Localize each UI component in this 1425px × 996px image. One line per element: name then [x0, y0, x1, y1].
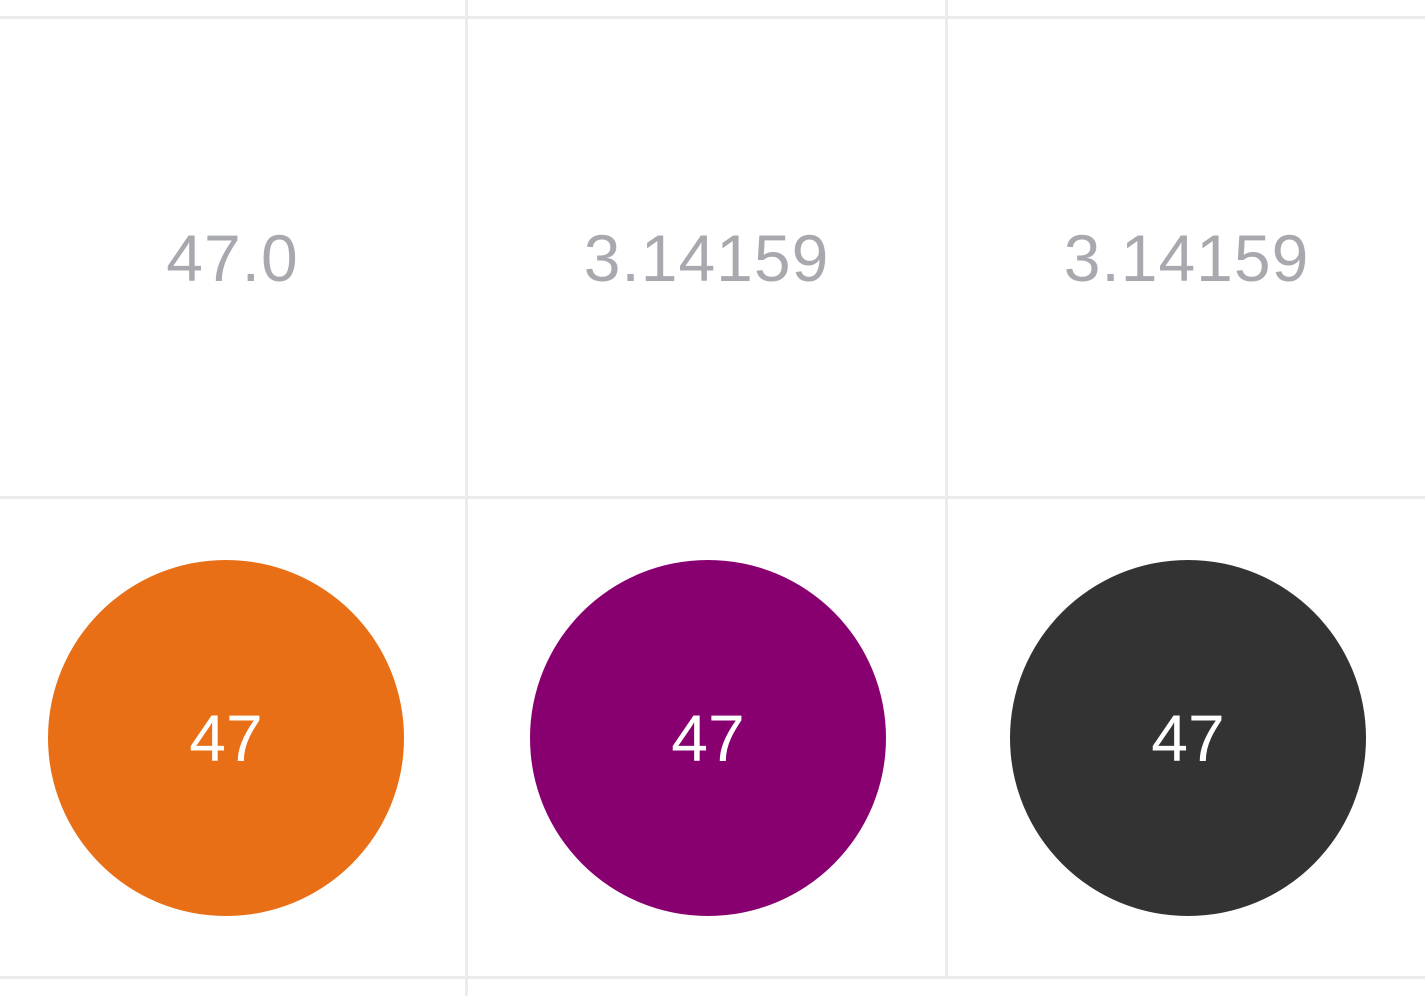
orange-badge: 47	[48, 559, 404, 916]
badge-cell: 47	[0, 499, 452, 976]
grid-line	[945, 0, 948, 976]
value-cell: 3.14159	[468, 19, 945, 496]
badge-label: 47	[671, 700, 745, 775]
grid-line	[465, 0, 468, 996]
grid-line	[0, 16, 1425, 19]
grid-line	[0, 976, 1425, 979]
value-cell: 3.14159	[948, 19, 1425, 496]
purple-badge: 47	[530, 559, 886, 916]
value-text: 3.14159	[1063, 220, 1310, 295]
grid-line	[0, 496, 1425, 499]
badge-cell: 47	[948, 499, 1425, 976]
value-cell: 47.0	[0, 19, 465, 496]
badge-label: 47	[1151, 700, 1225, 775]
badge-label: 47	[189, 700, 263, 775]
badge-cell: 47	[468, 499, 948, 976]
value-text: 47.0	[166, 220, 299, 295]
value-text: 3.14159	[583, 220, 830, 295]
dark-badge: 47	[1010, 559, 1366, 916]
